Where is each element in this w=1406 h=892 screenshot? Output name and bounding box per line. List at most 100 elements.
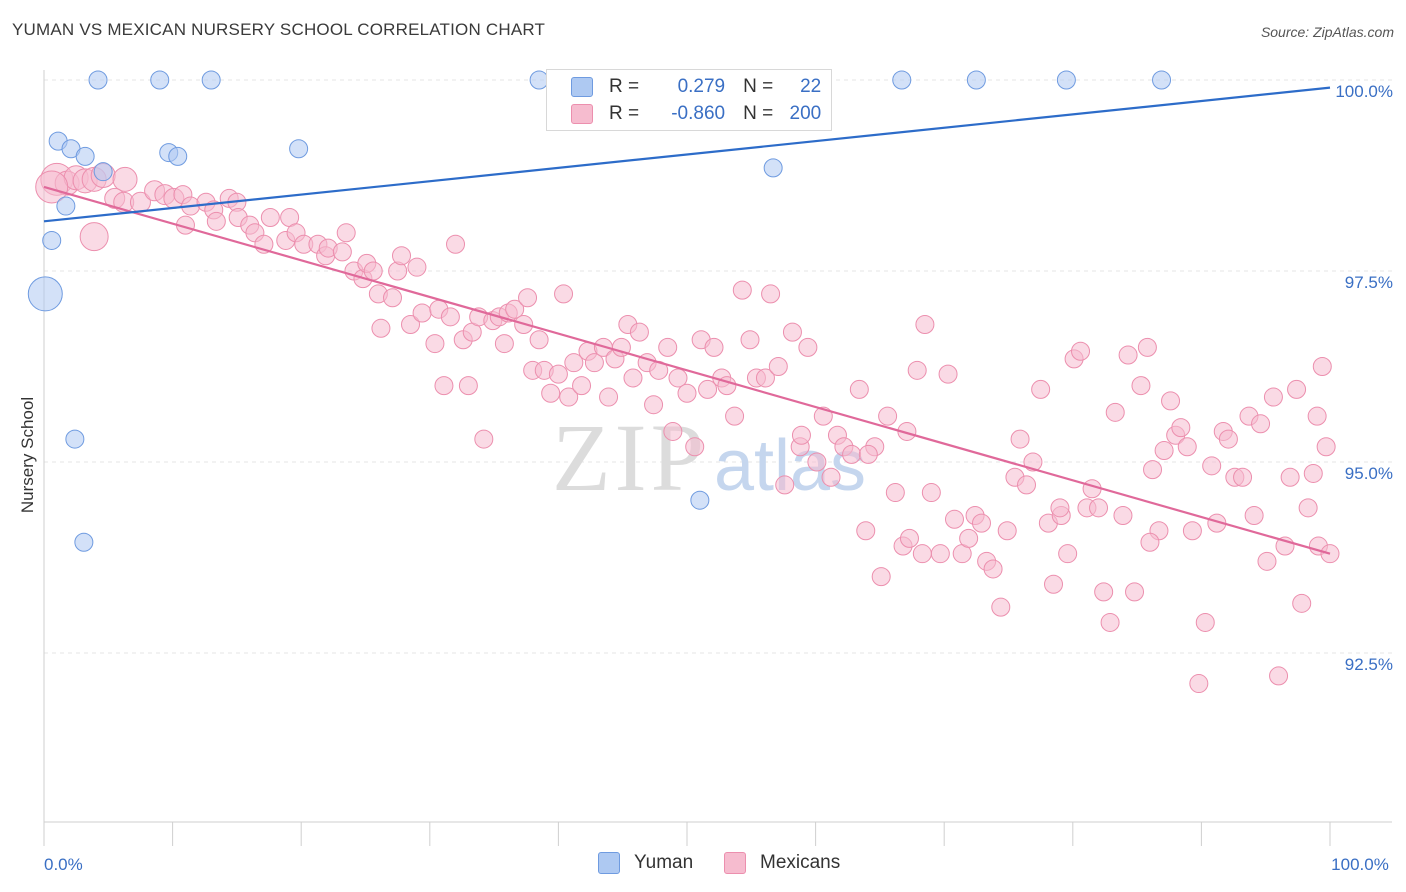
mexicans-point xyxy=(1071,341,1091,361)
legend-label-mexicans: Mexicans xyxy=(760,852,841,873)
mexicans-point xyxy=(1307,406,1327,426)
mexicans-point xyxy=(1303,463,1323,483)
mexicans-point xyxy=(761,284,781,304)
mexicans-point xyxy=(260,208,280,228)
mexicans-point xyxy=(1298,498,1318,518)
mexicans-point xyxy=(371,318,391,338)
mexicans-point xyxy=(971,513,991,533)
legend-n-label: N = xyxy=(743,76,774,97)
mexicans-point xyxy=(206,211,226,231)
yuman-point xyxy=(892,70,912,90)
mexicans-point xyxy=(1287,379,1307,399)
mexicans-point xyxy=(732,280,752,300)
mexicans-point xyxy=(554,284,574,304)
legend-r-value-yuman: 0.279 xyxy=(677,76,726,97)
mexicans-point xyxy=(991,597,1011,617)
legend-row-yuman: R = 0.279 N = 22 xyxy=(571,74,821,100)
yuman-point xyxy=(93,162,113,182)
source-note: Source: ZipAtlas.com xyxy=(1260,24,1394,40)
yuman-point xyxy=(201,70,221,90)
mexicans-point xyxy=(725,406,745,426)
y-tick-label: 95.0% xyxy=(1345,464,1393,483)
x-tick-label: 100.0% xyxy=(1331,855,1389,874)
mexicans-point xyxy=(938,364,958,384)
mexicans-point xyxy=(658,337,678,357)
mexicans-point xyxy=(907,360,927,380)
mexicans-point xyxy=(1094,582,1114,602)
mexicans-point xyxy=(871,567,891,587)
mexicans-trend-line xyxy=(43,185,1331,555)
mexicans-point xyxy=(1251,414,1271,434)
mexicans-point xyxy=(1244,505,1264,525)
legend-item-mexicans[interactable]: Mexicans xyxy=(724,852,840,874)
mexicans-point xyxy=(1154,441,1174,461)
mexicans-point xyxy=(930,544,950,564)
legend-item-yuman[interactable]: Yuman xyxy=(598,852,693,874)
mexicans-point xyxy=(407,257,427,277)
y-tick-label: 100.0% xyxy=(1335,82,1393,101)
y-tick-label: 92.5% xyxy=(1345,655,1393,674)
mexicans-point xyxy=(944,509,964,529)
chart-title: YUMAN VS MEXICAN NURSERY SCHOOL CORRELAT… xyxy=(12,20,546,39)
yuman-point xyxy=(1056,70,1076,90)
mexicans-point xyxy=(363,261,383,281)
mexicans-point xyxy=(1280,467,1300,487)
yuman-point xyxy=(966,70,986,90)
mexicans-point xyxy=(1105,402,1125,422)
mexicans-point xyxy=(912,544,932,564)
mexicans-point xyxy=(1140,532,1160,552)
y-axis-label: Nursery School xyxy=(18,397,37,513)
mexicans-point xyxy=(1050,498,1070,518)
mexicans-point xyxy=(791,425,811,445)
mexicans-point xyxy=(821,467,841,487)
mexicans-point xyxy=(959,528,979,548)
mexicans-point xyxy=(383,288,403,308)
mexicans-point xyxy=(559,387,579,407)
mexicans-point xyxy=(599,387,619,407)
mexicans-point xyxy=(425,334,445,354)
mexicans-point xyxy=(336,223,356,243)
mexicans-point xyxy=(1263,387,1283,407)
mexicans-point xyxy=(1292,593,1312,613)
mexicans-point xyxy=(663,421,683,441)
yuman-point xyxy=(690,490,710,510)
yuman-point xyxy=(168,146,188,166)
mexicans-point xyxy=(1161,391,1181,411)
legend-r-label: R = xyxy=(609,76,640,97)
mexicans-point xyxy=(1218,429,1238,449)
legend-swatch-yuman xyxy=(571,77,593,97)
mexicans-point xyxy=(1257,551,1277,571)
yuman-point xyxy=(75,146,95,166)
mexicans-point xyxy=(1125,582,1145,602)
yuman-point xyxy=(42,230,62,250)
legend-n-value-mexicans: 200 xyxy=(789,103,822,124)
mexicans-point xyxy=(79,222,109,252)
mexicans-point xyxy=(698,379,718,399)
mexicans-point xyxy=(584,353,604,373)
mexicans-point xyxy=(1089,498,1109,518)
mexicans-point xyxy=(518,288,538,308)
mexicans-point xyxy=(564,353,584,373)
trend-lines xyxy=(43,86,1331,555)
mexicans-point xyxy=(782,322,802,342)
legend-r-label: R = xyxy=(609,103,640,124)
mexicans-point xyxy=(446,234,466,254)
mexicans-point xyxy=(1044,574,1064,594)
mexicans-point xyxy=(704,337,724,357)
mexicans-point xyxy=(858,444,878,464)
mexicans-point xyxy=(529,330,549,350)
mexicans-point xyxy=(740,330,760,350)
mexicans-point xyxy=(1100,612,1120,632)
mexicans-point xyxy=(983,559,1003,579)
mexicans-point xyxy=(685,437,705,457)
mexicans-point xyxy=(35,170,69,204)
legend-r-value-mexicans: -0.860 xyxy=(671,103,726,124)
mexicans-point xyxy=(768,357,788,376)
gridlines xyxy=(44,79,1392,654)
mexicans-point xyxy=(1195,612,1215,632)
mexicans-point xyxy=(775,475,795,495)
yuman-point xyxy=(56,196,76,216)
yuman-point xyxy=(88,70,108,90)
mexicans-point xyxy=(572,376,592,396)
mexicans-point xyxy=(997,521,1017,541)
